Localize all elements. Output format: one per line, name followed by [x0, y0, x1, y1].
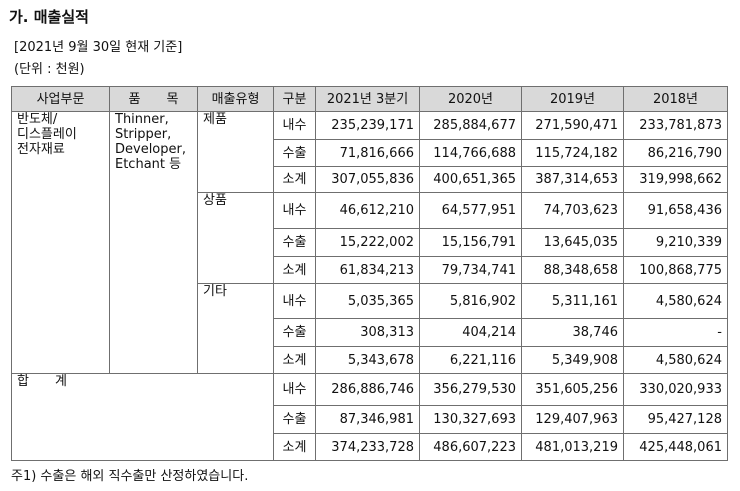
footnote: 주1) 수출은 해외 직수출만 산정하였습니다.	[11, 469, 249, 484]
unit-label: (단위 : 천원)	[14, 62, 85, 77]
segment-cell: 반도체/ 디스플레이 전자재료	[11, 111, 110, 374]
total-value-cell: 374,233,728	[315, 433, 420, 461]
table-row: 소계 5,343,678 6,221,116 5,349,908 4,580,6…	[12, 346, 728, 374]
kind-cell: 내수	[273, 111, 316, 140]
table-row: 소계 307,055,836 400,651,365 387,314,653 3…	[12, 166, 728, 193]
table-row: 수출 15,222,002 15,156,791 13,645,035 9,21…	[12, 228, 728, 257]
reference-date: [2021년 9월 30일 현재 기준]	[14, 40, 183, 55]
value-cell: 235,239,171	[315, 111, 420, 140]
kind-cell: 수출	[273, 139, 316, 167]
table-row: 기타 내수 5,035,365 5,816,902 5,311,161 4,58…	[12, 283, 728, 374]
value-cell: 61,834,213	[315, 256, 420, 284]
table-row: 소계 374,233,728 486,607,223 481,013,219 4…	[12, 433, 728, 461]
value-cell: 5,035,365	[315, 283, 420, 319]
value-cell: 307,055,836	[315, 166, 420, 193]
total-value-cell: 481,013,219	[521, 433, 624, 461]
value-cell: -	[623, 318, 728, 347]
value-cell: 6,221,116	[419, 346, 522, 374]
sales-type-other: 기타	[197, 283, 274, 374]
kind-cell: 내수	[273, 192, 316, 229]
value-cell: 4,580,624	[623, 283, 728, 319]
value-cell: 4,580,624	[623, 346, 728, 374]
total-value-cell: 129,407,963	[521, 405, 624, 434]
total-value-cell: 330,020,933	[623, 373, 728, 406]
total-value-cell: 87,346,981	[315, 405, 420, 434]
sales-type-product: 제품	[197, 111, 274, 193]
table-row: 반도체/ 디스플레이 전자재료 Thinner, Stripper, Devel…	[11, 111, 728, 374]
value-cell: 86,216,790	[623, 139, 728, 167]
total-value-cell: 286,886,746	[315, 373, 420, 406]
kind-cell: 수출	[273, 405, 316, 434]
kind-cell: 내수	[273, 373, 316, 406]
sales-type-merchandise: 상품	[197, 192, 274, 284]
header-2020: 2020년	[419, 86, 522, 112]
header-row: 사업부문 품 목 매출유형 구분 2021년 3분기 2020년 2019년 2…	[11, 86, 728, 112]
section-title: 가. 매출실적	[9, 8, 89, 26]
value-cell: 91,658,436	[623, 192, 728, 229]
kind-cell: 수출	[273, 318, 316, 347]
kind-cell: 수출	[273, 228, 316, 257]
value-cell: 115,724,182	[521, 139, 624, 167]
header-2019: 2019년	[521, 86, 624, 112]
value-cell: 79,734,741	[419, 256, 522, 284]
header-2018: 2018년	[623, 86, 728, 112]
value-cell: 64,577,951	[419, 192, 522, 229]
value-cell: 233,781,873	[623, 111, 728, 140]
kind-cell: 소계	[273, 166, 316, 193]
total-value-cell: 486,607,223	[419, 433, 522, 461]
value-cell: 285,884,677	[419, 111, 522, 140]
value-cell: 387,314,653	[521, 166, 624, 193]
table-row: 수출 71,816,666 114,766,688 115,724,182 86…	[12, 139, 728, 167]
value-cell: 271,590,471	[521, 111, 624, 140]
value-cell: 100,868,775	[623, 256, 728, 284]
value-cell: 88,348,658	[521, 256, 624, 284]
items-cell: Thinner, Stripper, Developer, Etchant 등	[109, 111, 198, 374]
value-cell: 74,703,623	[521, 192, 624, 229]
value-cell: 15,222,002	[315, 228, 420, 257]
header-segment: 사업부문	[11, 86, 110, 112]
header-2021q3: 2021년 3분기	[315, 86, 420, 112]
value-cell: 5,816,902	[419, 283, 522, 319]
value-cell: 5,349,908	[521, 346, 624, 374]
kind-cell: 소계	[273, 433, 316, 461]
total-value-cell: 130,327,693	[419, 405, 522, 434]
value-cell: 5,311,161	[521, 283, 624, 319]
sales-table: 사업부문 품 목 매출유형 구분 2021년 3분기 2020년 2019년 2…	[11, 86, 728, 461]
kind-cell: 소계	[273, 256, 316, 284]
value-cell: 9,210,339	[623, 228, 728, 257]
table-row: 상품 내수 46,612,210 64,577,951 74,703,623 9…	[12, 192, 728, 284]
header-category: 구분	[273, 86, 316, 112]
table-row: 수출 87,346,981 130,327,693 129,407,963 95…	[12, 405, 728, 434]
value-cell: 400,651,365	[419, 166, 522, 193]
kind-cell: 소계	[273, 346, 316, 374]
value-cell: 13,645,035	[521, 228, 624, 257]
header-sales-type: 매출유형	[197, 86, 274, 112]
value-cell: 308,313	[315, 318, 420, 347]
kind-cell: 내수	[273, 283, 316, 319]
table-row: 합 계 내수 286,886,746 356,279,530 351,605,2…	[11, 373, 728, 461]
total-value-cell: 351,605,256	[521, 373, 624, 406]
value-cell: 404,214	[419, 318, 522, 347]
header-items: 품 목	[109, 86, 198, 112]
value-cell: 38,746	[521, 318, 624, 347]
value-cell: 5,343,678	[315, 346, 420, 374]
table-row: 소계 61,834,213 79,734,741 88,348,658 100,…	[12, 256, 728, 284]
total-value-cell: 95,427,128	[623, 405, 728, 434]
total-value-cell: 356,279,530	[419, 373, 522, 406]
value-cell: 71,816,666	[315, 139, 420, 167]
total-label: 합 계	[11, 373, 274, 461]
value-cell: 114,766,688	[419, 139, 522, 167]
value-cell: 46,612,210	[315, 192, 420, 229]
value-cell: 319,998,662	[623, 166, 728, 193]
value-cell: 15,156,791	[419, 228, 522, 257]
total-value-cell: 425,448,061	[623, 433, 728, 461]
